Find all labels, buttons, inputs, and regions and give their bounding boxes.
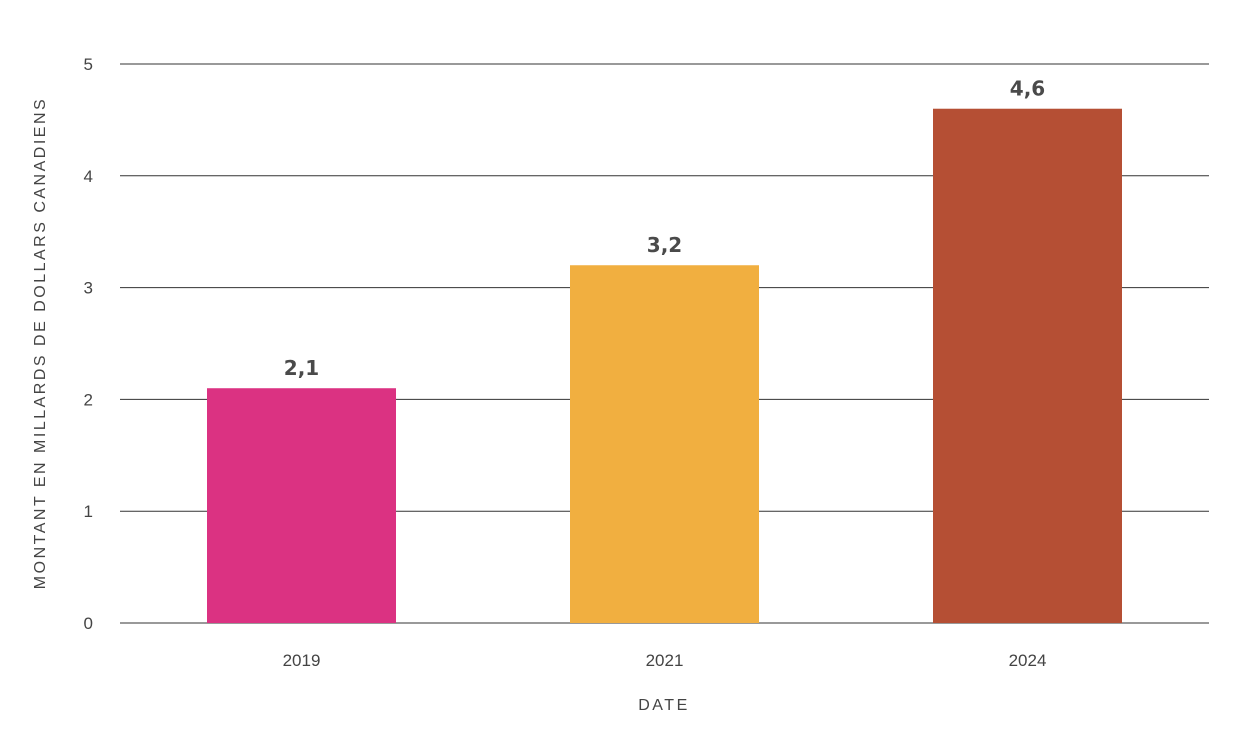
data-label: 2,1: [284, 356, 319, 380]
y-axis-title: MONTANT EN MILLARDS DE DOLLARS CANADIENS: [32, 97, 49, 589]
bars: [207, 108, 1122, 624]
x-axis-title: DATE: [638, 697, 689, 714]
y-tick-label: 0: [84, 614, 93, 633]
bar: [207, 388, 396, 623]
x-tick-label: 2024: [1009, 651, 1047, 670]
y-tick-label: 2: [84, 390, 93, 409]
data-labels: 2,1 3,2 4,6: [284, 77, 1045, 381]
data-label: 3,2: [647, 233, 682, 257]
y-tick-label: 3: [84, 279, 93, 298]
bar: [570, 265, 759, 623]
x-tick-label: 2019: [283, 651, 321, 670]
bar: [933, 108, 1122, 624]
x-axis-ticks: 2019 2021 2024: [283, 651, 1047, 670]
x-tick-label: 2021: [646, 651, 684, 670]
y-tick-label: 1: [84, 502, 93, 521]
y-axis-ticks: 0 1 2 3 4 5: [84, 55, 93, 633]
y-tick-label: 5: [84, 55, 93, 74]
y-tick-label: 4: [84, 167, 93, 186]
data-label: 4,6: [1010, 77, 1045, 101]
